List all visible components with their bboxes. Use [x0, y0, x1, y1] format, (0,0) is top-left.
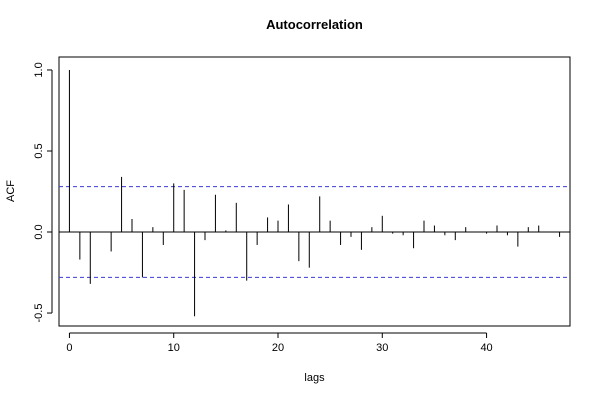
- x-axis-label: lags: [304, 372, 325, 384]
- chart-title: Autocorrelation: [266, 17, 363, 32]
- x-tick-label: 10: [168, 342, 180, 354]
- x-axis: 0 10 20 30 40: [66, 332, 493, 354]
- acf-bars: [68, 69, 561, 317]
- y-tick-label: 0.5: [33, 143, 45, 158]
- x-tick-label: 0: [66, 342, 72, 354]
- y-axis-label: ACF: [5, 180, 17, 202]
- confidence-bounds: [59, 186, 570, 278]
- y-tick-label: -0.5: [33, 304, 45, 323]
- y-tick-label: 1.0: [33, 62, 45, 77]
- y-axis: -0.5 0.0 0.5 1.0: [33, 62, 53, 323]
- x-tick-label: 20: [272, 342, 284, 354]
- x-tick-label: 40: [480, 342, 492, 354]
- x-tick-label: 30: [376, 342, 388, 354]
- plot-frame: [58, 56, 571, 327]
- y-tick-label: 0.0: [33, 224, 45, 239]
